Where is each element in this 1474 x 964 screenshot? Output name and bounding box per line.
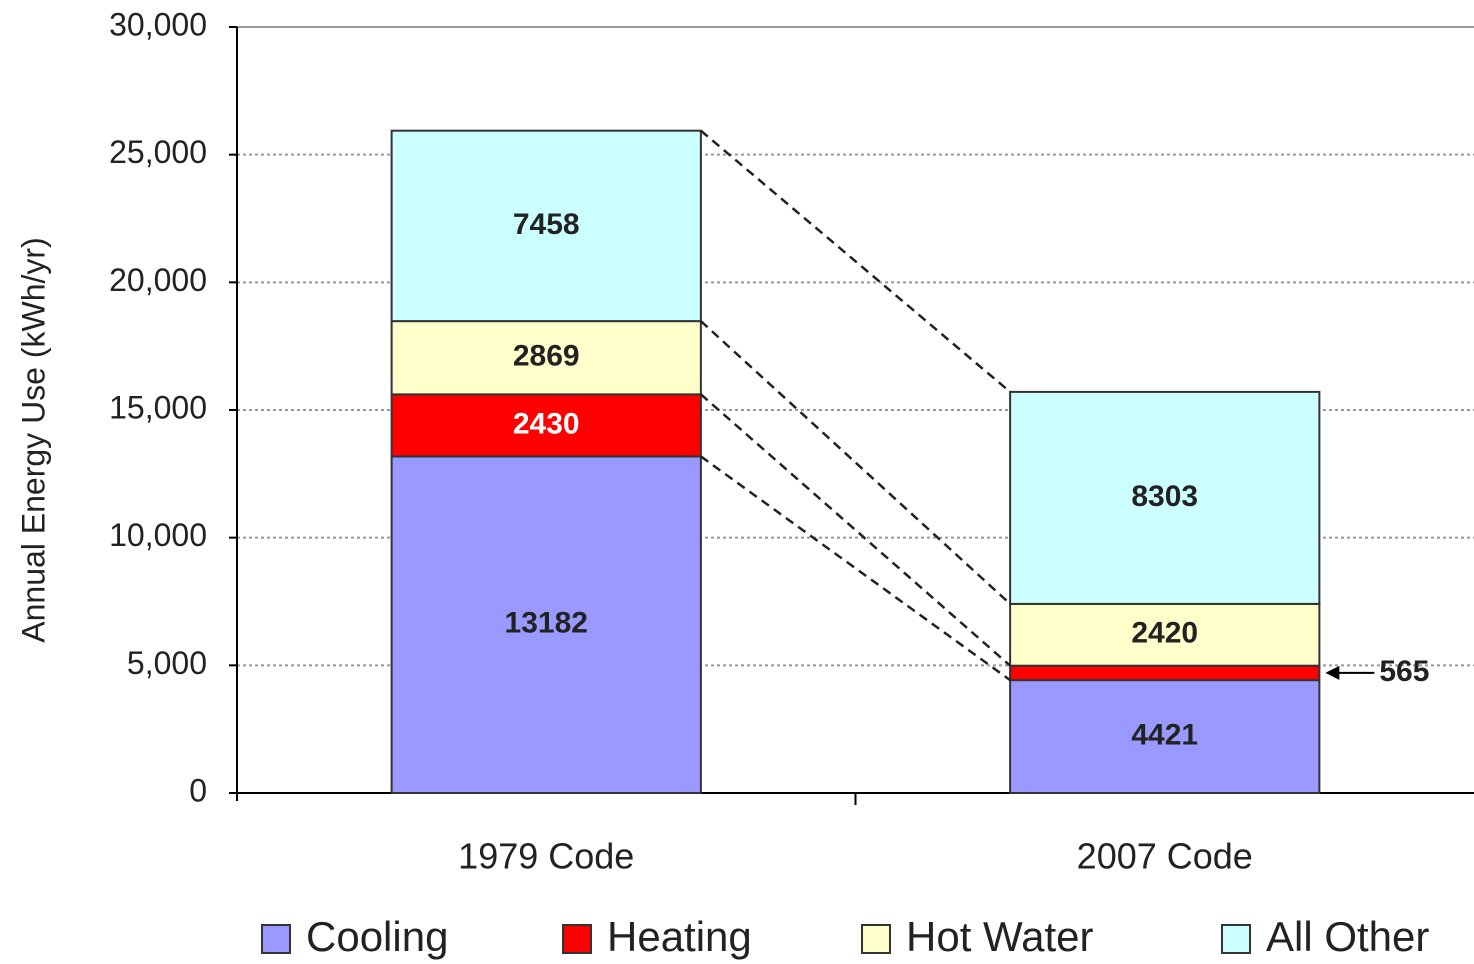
y-tick-label: 25,000 [109,134,207,170]
y-tick-label: 30,000 [109,6,207,42]
value-label: 2869 [513,340,580,373]
y-tick-label: 0 [189,772,207,808]
legend-swatch [562,924,592,954]
value-label: 4421 [1131,718,1198,751]
bar-segment [1009,664,1321,682]
legend-label: Hot Water [906,913,1093,960]
connector [700,320,1011,605]
y-tick-label: 10,000 [109,517,207,553]
y-tick-label: 5,000 [127,645,207,681]
connector [700,393,1011,667]
connector [700,455,1011,682]
value-label: 2420 [1131,617,1198,650]
legend-label: All Other [1266,913,1429,960]
bar-segment [1009,390,1321,605]
legend-label: Cooling [306,913,448,960]
legend-swatch [1221,924,1251,954]
x-tick-label: 1979 Code [458,836,634,877]
value-label: 565 [1379,655,1429,688]
legend-swatch [261,924,291,954]
bar-segment [390,455,702,794]
legend-label: Heating [607,913,752,960]
value-label: 7458 [513,208,580,241]
y-tick-label: 20,000 [109,262,207,298]
bar-segment [1009,679,1321,794]
bar-segment [390,320,702,396]
connector [700,129,1011,393]
value-label: 2430 [513,407,580,440]
legend-swatch [861,924,891,954]
value-label: 13182 [505,607,588,640]
x-tick-label: 2007 Code [1077,836,1253,877]
bar-segment [390,129,702,323]
value-label: 8303 [1131,480,1198,513]
arrow-head [1325,665,1340,680]
y-axis-label: Annual Energy Use (kWh/yr) [15,237,51,642]
y-tick-label: 15,000 [109,389,207,425]
